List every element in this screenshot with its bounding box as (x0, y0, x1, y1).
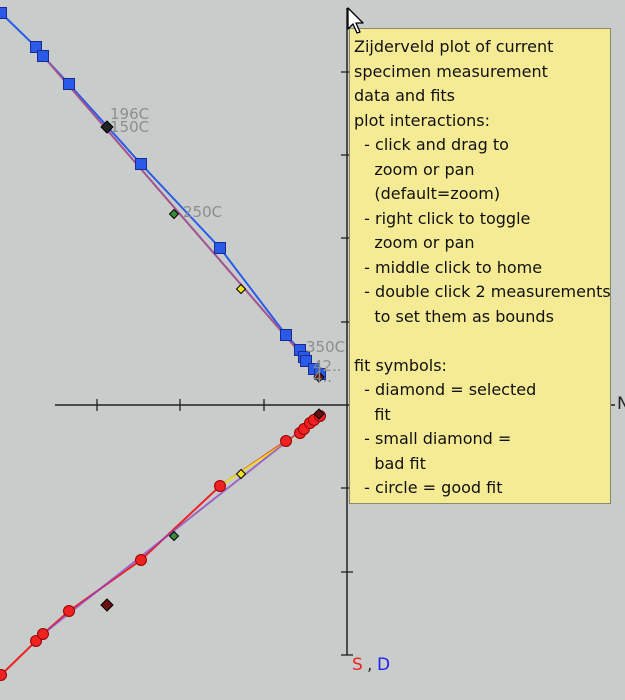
tooltip-line: (default=zoom) (354, 184, 501, 203)
fit-marker-diamond (168, 530, 180, 542)
data-point-square (37, 50, 49, 62)
tooltip-line: Zijderveld plot of current (354, 37, 554, 56)
fit-marker-diamond (100, 120, 114, 134)
tooltip-line (354, 329, 606, 354)
tooltip-line: zoom or pan (354, 233, 475, 252)
fit-marker-diamond (313, 408, 325, 420)
axis-label-comma: , (367, 655, 372, 675)
axis-label-n: N (617, 394, 625, 414)
data-point-circle (63, 605, 75, 617)
tooltip-line: plot interactions: (354, 110, 491, 130)
data-points (0, 7, 326, 681)
fit-line-purple (43, 56, 316, 371)
step-label: 250C (183, 203, 222, 221)
data-point-circle (0, 669, 7, 681)
tooltip-line: - diamond = selected (354, 380, 537, 399)
tooltip-line: fit symbols: (354, 355, 447, 375)
fit-marker-diamond (235, 468, 247, 480)
step-label: 196C (110, 105, 149, 123)
tooltip-line: specimen measurement (354, 61, 548, 81)
step-label: 350C (306, 338, 345, 356)
fit-marker-diamond (100, 598, 114, 612)
step-label: 4.. (313, 368, 332, 386)
tooltip-line: data and fits (354, 86, 455, 105)
help-tooltip: Zijderveld plot of current specimen measu… (349, 28, 611, 504)
tooltip-line: to set them as bounds (354, 306, 554, 326)
data-point-circle (37, 628, 49, 640)
series-line-red (0, 415, 321, 676)
tooltip-line: - small diamond = (354, 429, 512, 448)
data-point-square (63, 78, 75, 90)
fit-line-purple (42, 419, 315, 635)
data-lines (0, 12, 321, 676)
data-point-square (0, 7, 7, 19)
step-label: 42.. (313, 357, 342, 375)
data-point-square (30, 41, 42, 53)
data-point-circle (30, 635, 42, 647)
fit-marker-diamond (235, 283, 247, 295)
data-point-square (135, 158, 147, 170)
tooltip-line: - click and drag to (354, 135, 509, 154)
step-label: 150C (110, 118, 149, 136)
tooltip-line: bad fit (354, 453, 426, 473)
data-point-square (214, 242, 226, 254)
data-point-circle (135, 554, 147, 566)
axis-label-d: D (377, 655, 390, 675)
data-point-circle (280, 435, 292, 447)
data-point-circle (214, 480, 226, 492)
tooltip-line: - right click to toggle (354, 208, 531, 228)
fit-marker-diamond (313, 371, 325, 383)
tooltip-line: - circle = good fit (354, 478, 503, 497)
tooltip-line: - double click 2 measurements (354, 282, 611, 301)
data-point-square (300, 355, 312, 367)
data-point-square (280, 329, 292, 341)
tooltip-line: fit (354, 404, 391, 424)
axis-label-s: S (352, 655, 363, 675)
fit-marker-diamond (168, 208, 180, 220)
arrow-pointer-icon (347, 7, 364, 34)
tooltip-line: - middle click to home (354, 257, 543, 277)
tooltip-line: zoom or pan (354, 159, 475, 179)
